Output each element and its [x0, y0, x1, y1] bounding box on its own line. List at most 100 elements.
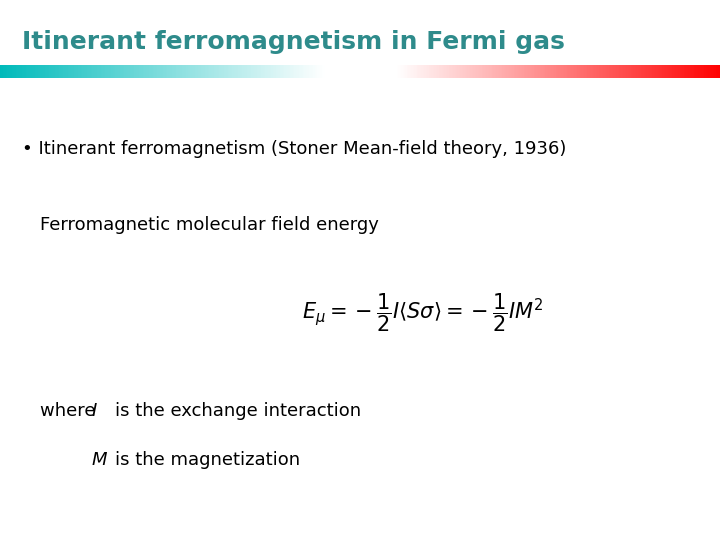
Bar: [486, 65, 487, 78]
Bar: [63, 65, 65, 78]
Bar: [487, 65, 489, 78]
Bar: [323, 65, 325, 78]
Bar: [521, 65, 522, 78]
Bar: [691, 65, 693, 78]
Bar: [554, 65, 556, 78]
Bar: [351, 65, 352, 78]
Bar: [397, 65, 398, 78]
Bar: [266, 65, 267, 78]
Bar: [508, 65, 509, 78]
Bar: [528, 65, 529, 78]
Bar: [559, 65, 560, 78]
Bar: [700, 65, 701, 78]
Bar: [420, 65, 421, 78]
Bar: [469, 65, 470, 78]
Bar: [198, 65, 199, 78]
Bar: [572, 65, 573, 78]
Bar: [638, 65, 639, 78]
Bar: [641, 65, 642, 78]
Bar: [438, 65, 440, 78]
Bar: [99, 65, 101, 78]
Bar: [506, 65, 508, 78]
Bar: [384, 65, 385, 78]
Bar: [303, 65, 305, 78]
Bar: [48, 65, 49, 78]
Bar: [449, 65, 450, 78]
Bar: [714, 65, 716, 78]
Bar: [424, 65, 426, 78]
Bar: [191, 65, 192, 78]
Bar: [59, 65, 60, 78]
Bar: [450, 65, 451, 78]
Bar: [665, 65, 667, 78]
Bar: [704, 65, 706, 78]
Bar: [36, 65, 37, 78]
Bar: [430, 65, 431, 78]
Bar: [436, 65, 437, 78]
Bar: [509, 65, 510, 78]
Bar: [45, 65, 46, 78]
Bar: [485, 65, 486, 78]
Bar: [609, 65, 611, 78]
Bar: [72, 65, 73, 78]
Bar: [3, 65, 4, 78]
Bar: [381, 65, 382, 78]
Bar: [86, 65, 88, 78]
Bar: [214, 65, 215, 78]
Bar: [532, 65, 534, 78]
Bar: [333, 65, 335, 78]
Bar: [22, 65, 23, 78]
Bar: [238, 65, 240, 78]
Bar: [563, 65, 564, 78]
Bar: [336, 65, 338, 78]
Bar: [599, 65, 600, 78]
Bar: [349, 65, 351, 78]
Bar: [75, 65, 76, 78]
Bar: [204, 65, 205, 78]
Bar: [79, 65, 81, 78]
Bar: [411, 65, 413, 78]
Bar: [522, 65, 523, 78]
Bar: [241, 65, 243, 78]
Bar: [154, 65, 156, 78]
Bar: [648, 65, 649, 78]
Bar: [628, 65, 629, 78]
Bar: [519, 65, 521, 78]
Text: is the exchange interaction: is the exchange interaction: [115, 402, 361, 420]
Bar: [462, 65, 463, 78]
Bar: [109, 65, 111, 78]
Bar: [82, 65, 84, 78]
Bar: [624, 65, 625, 78]
Bar: [293, 65, 294, 78]
Bar: [346, 65, 348, 78]
Bar: [4, 65, 6, 78]
Bar: [586, 65, 588, 78]
Bar: [708, 65, 710, 78]
Bar: [382, 65, 384, 78]
Bar: [6, 65, 7, 78]
Bar: [253, 65, 254, 78]
Bar: [480, 65, 482, 78]
Bar: [211, 65, 212, 78]
Bar: [318, 65, 319, 78]
Bar: [580, 65, 582, 78]
Bar: [567, 65, 569, 78]
Bar: [392, 65, 394, 78]
Bar: [299, 65, 300, 78]
Bar: [107, 65, 108, 78]
Bar: [400, 65, 401, 78]
Bar: [173, 65, 174, 78]
Bar: [687, 65, 688, 78]
Bar: [394, 65, 395, 78]
Bar: [707, 65, 708, 78]
Bar: [658, 65, 660, 78]
Bar: [454, 65, 456, 78]
Bar: [316, 65, 318, 78]
Bar: [413, 65, 414, 78]
Bar: [645, 65, 647, 78]
Bar: [140, 65, 141, 78]
Bar: [76, 65, 78, 78]
Bar: [145, 65, 147, 78]
Bar: [693, 65, 694, 78]
Bar: [443, 65, 444, 78]
